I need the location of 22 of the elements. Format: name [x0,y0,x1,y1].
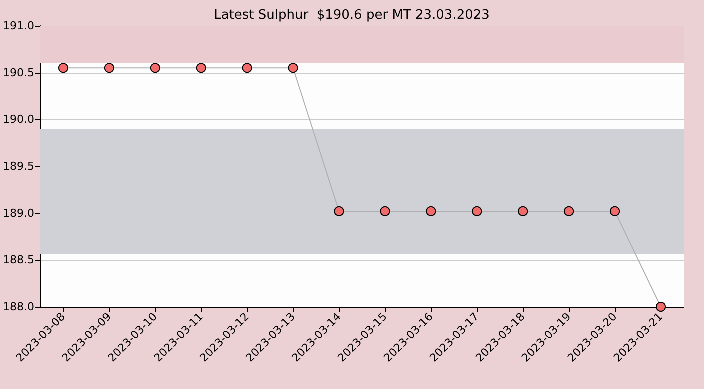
point [288,63,298,74]
y-tick-label: 189.5 [2,160,34,173]
y-tick-label: 191.0 [2,20,34,32]
point [518,206,528,216]
y-tick-label: 188.0 [2,300,34,314]
point [334,206,344,216]
point [610,206,620,216]
point [150,63,160,74]
y-tick-label: 189.0 [2,206,34,220]
point [656,302,666,312]
y-tick-label: 188.5 [2,254,34,267]
point [564,206,574,216]
y-tick-label: 190.5 [2,66,34,80]
point [104,63,114,74]
point [380,206,390,216]
point [426,206,436,216]
chart-title: Latest Sulphur $190.6 per MT 23.03.2023 [214,8,490,23]
point [472,206,482,216]
point [58,63,68,74]
point [242,63,252,74]
point [196,63,206,74]
y-tick-label: 190.0 [2,113,34,126]
